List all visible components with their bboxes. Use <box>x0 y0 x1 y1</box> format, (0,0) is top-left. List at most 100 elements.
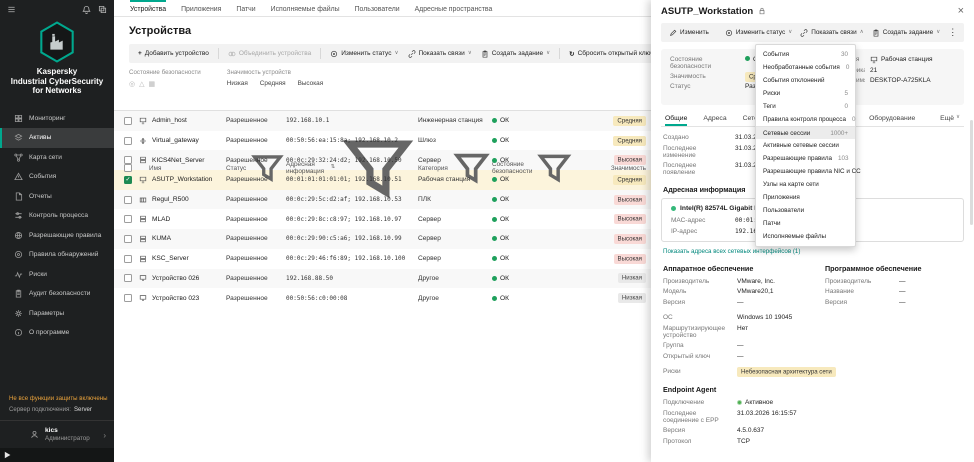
device-name[interactable]: Устройство 026 <box>152 274 200 282</box>
sidebar-footer <box>0 448 114 462</box>
device-name[interactable]: KUMA <box>152 235 172 243</box>
menu-item-deviation-events[interactable]: События отклонений <box>763 77 825 84</box>
table-row[interactable]: MLAD Разрешенное 00:0c:29:8c:c8:97; 192.… <box>114 209 974 229</box>
panel-scrollbar[interactable] <box>970 120 973 225</box>
menu-item-active-network-sessions[interactable]: Активные сетевые сессии <box>763 142 839 149</box>
menu-item-risks[interactable]: Риски 5 <box>763 90 848 97</box>
merge-devices-button[interactable]: Объединить устройства <box>228 50 311 58</box>
tab-patches[interactable]: Патчи <box>236 5 256 13</box>
row-checkbox[interactable] <box>124 116 132 125</box>
significance-high-button[interactable]: Высокая <box>297 80 324 87</box>
menu-item-allow-rules[interactable]: Разрешающие правила 103 <box>763 155 849 162</box>
menu-item-unprocessed-events[interactable]: Необработанные события 0 <box>763 64 850 71</box>
menu-item-events[interactable]: События 30 <box>763 51 848 58</box>
panel-tab-hardware[interactable]: Оборудование <box>869 114 916 122</box>
row-checkbox-checked[interactable]: ✓ <box>124 175 132 184</box>
close-icon[interactable]: × <box>957 4 964 17</box>
sidebar-item-about[interactable]: О программе <box>0 323 114 343</box>
menu-item-process-control-rules[interactable]: Правила контроля процесса 0 <box>763 116 856 123</box>
hw-routing: Нет <box>737 324 749 332</box>
sidebar-item-process-control[interactable]: Контроль процесса <box>0 206 114 226</box>
show-links-button[interactable]: Показать связи ∧ <box>800 29 864 37</box>
sidebar-item-allow-rules[interactable]: Разрешающие правила <box>0 226 114 246</box>
select-all-checkbox[interactable] <box>124 164 132 172</box>
ok-dot-icon <box>492 275 497 281</box>
row-checkbox[interactable] <box>124 215 132 224</box>
agent-version: 4.5.0.637 <box>737 427 765 434</box>
menu-item-map-nodes[interactable]: Узлы на карте сети <box>763 181 819 188</box>
risk-badge[interactable]: Небезопасная архитектура сети <box>737 366 836 377</box>
sidebar-item-network-map[interactable]: Карта сети <box>0 148 114 168</box>
hamburger-menu-icon[interactable] <box>7 5 16 14</box>
device-name[interactable]: Virtual_gateway <box>152 137 199 145</box>
ok-dot-icon <box>492 157 497 163</box>
menu-item-executable-files[interactable]: Исполняемые файлы <box>763 233 827 240</box>
panel-tab-general[interactable]: Общие <box>665 112 688 126</box>
row-checkbox[interactable] <box>124 294 132 303</box>
menu-item-patches[interactable]: Патчи <box>763 220 781 227</box>
panel-toolbar: Изменить Изменить статус ∨ Показать связи… <box>661 23 964 42</box>
sort-icon[interactable]: ⇅ <box>330 164 336 171</box>
menu-item-tags[interactable]: Теги 0 <box>763 103 848 110</box>
tab-address-spaces[interactable]: Адресные пространства <box>414 5 493 13</box>
tab-applications[interactable]: Приложения <box>181 5 222 13</box>
device-name[interactable]: MLAD <box>152 215 171 223</box>
sidebar-item-detection-rules[interactable]: Правила обнаружений <box>0 245 114 265</box>
device-name[interactable]: Устройство 023 <box>152 294 200 302</box>
panel-tab-more[interactable]: Ещё ∨ <box>940 114 960 122</box>
significance-low-button[interactable]: Низкая <box>226 80 248 87</box>
sidebar-item-monitoring[interactable]: Мониторинг <box>0 109 114 129</box>
sidebar-item-events[interactable]: События <box>0 167 114 187</box>
table-row[interactable]: KSC_Server Разрешенное 00:0c:29:46:f6:89… <box>114 249 974 269</box>
row-checkbox[interactable] <box>124 254 132 263</box>
menu-item-users[interactable]: Пользователи <box>763 207 805 214</box>
state-ok-icon[interactable]: ◎ <box>129 81 140 88</box>
change-status-button[interactable]: Изменить статус ∨ <box>330 50 399 58</box>
menu-item-allow-rules-nic-cc[interactable]: Разрешающие правила NIC и СС <box>763 168 861 175</box>
server-icon <box>136 235 149 243</box>
menu-item-applications[interactable]: Приложения <box>763 194 800 201</box>
sidebar-item-assets[interactable]: Активы <box>0 128 114 148</box>
sidebar-item-security-audit[interactable]: Аудит безопасности <box>0 284 114 304</box>
show-all-interfaces-link[interactable]: Показать адреса всех сетевых интерфейсов… <box>663 247 801 255</box>
menu-item-network-sessions[interactable]: Сетевые сессии 1000+ <box>756 126 855 139</box>
notifications-bell-icon[interactable] <box>82 5 91 14</box>
edit-button[interactable]: Изменить <box>669 29 709 37</box>
sidebar-item-risks[interactable]: Риски <box>0 265 114 285</box>
row-checkbox[interactable] <box>124 156 132 165</box>
significance-mid-button[interactable]: Средняя <box>259 80 286 87</box>
tab-executable-files[interactable]: Исполняемые файлы <box>270 5 340 13</box>
table-row[interactable]: Устройство 023 Разрешенное 00:50:56:c0:0… <box>114 288 974 308</box>
row-checkbox[interactable] <box>124 234 132 243</box>
sidebar-item-reports[interactable]: Отчеты <box>0 187 114 207</box>
reset-key-button[interactable]: ↻ Сбросить открытый ключ <box>569 50 654 58</box>
device-name[interactable]: KICS4Net_Server <box>152 156 205 164</box>
panel-tab-addresses[interactable]: Адреса <box>703 114 727 122</box>
row-checkbox[interactable] <box>124 136 132 145</box>
device-name[interactable]: ASUTP_Workstation <box>152 176 213 184</box>
console-switch-icon[interactable] <box>98 5 107 14</box>
sidebar-item-settings[interactable]: Параметры <box>0 304 114 324</box>
endpoint-agent-section: Endpoint Agent Подключение Активное После… <box>663 385 962 445</box>
row-checkbox[interactable] <box>124 274 132 283</box>
tab-devices[interactable]: Устройства <box>130 0 167 16</box>
device-name[interactable]: Admin_host <box>152 117 187 125</box>
sidebar: Kaspersky Industrial CyberSecurity for N… <box>0 0 114 462</box>
state-critical-icon[interactable]: ▦ <box>148 81 160 88</box>
show-links-button[interactable]: Показать связи ∨ <box>408 50 472 58</box>
device-name[interactable]: Regul_R500 <box>152 196 189 204</box>
change-status-button[interactable]: Изменить статус ∨ <box>725 29 792 37</box>
device-name[interactable]: KSC_Server <box>152 255 189 263</box>
ok-dot-icon <box>492 138 497 144</box>
page-title: Устройства <box>129 25 192 37</box>
create-task-button[interactable]: Создать задание ∨ <box>481 50 550 58</box>
user-account[interactable]: kics Администратор › <box>0 420 114 448</box>
state-warning-icon[interactable]: △ <box>139 81 149 88</box>
kebab-menu-icon[interactable]: ⋮ <box>948 27 958 37</box>
table-row[interactable]: Virtual_gateway Разрешенное 00:50:56:ea:… <box>114 131 974 151</box>
create-task-button[interactable]: Создать задание ∨ <box>872 29 940 37</box>
tab-users[interactable]: Пользователи <box>354 5 400 13</box>
pencil-icon <box>669 29 677 37</box>
add-device-button[interactable]: + Добавить устройство <box>138 50 209 57</box>
row-checkbox[interactable] <box>124 195 132 204</box>
